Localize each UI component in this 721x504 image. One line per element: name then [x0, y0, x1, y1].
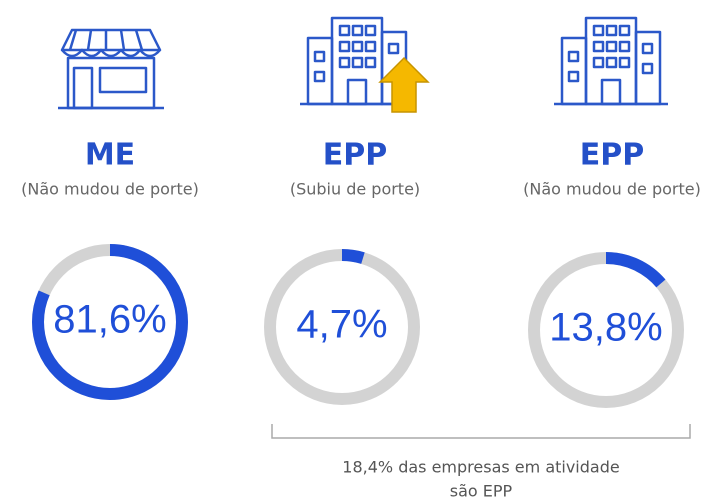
category-label: EPP	[580, 138, 644, 173]
building-icon	[554, 16, 668, 106]
bracket	[271, 424, 691, 439]
category-label: ME	[85, 138, 135, 173]
donut-arc	[528, 252, 684, 408]
subtitle: (Não mudou de porte)	[523, 180, 701, 199]
subtitle: (Não mudou de porte)	[21, 180, 199, 199]
annotation: 18,4% das empresas em atividade	[342, 458, 619, 477]
value-label: 4,7%	[296, 303, 387, 347]
donut-arc	[264, 249, 420, 405]
value-label: 13,8%	[549, 306, 662, 350]
value-label: 81,6%	[53, 298, 166, 342]
category-label: EPP	[323, 138, 387, 173]
store-icon	[58, 28, 164, 110]
arrow-icon	[378, 56, 430, 113]
subtitle: (Subiu de porte)	[290, 180, 420, 199]
donut-arc	[32, 244, 188, 400]
annotation: são EPP	[450, 482, 513, 501]
